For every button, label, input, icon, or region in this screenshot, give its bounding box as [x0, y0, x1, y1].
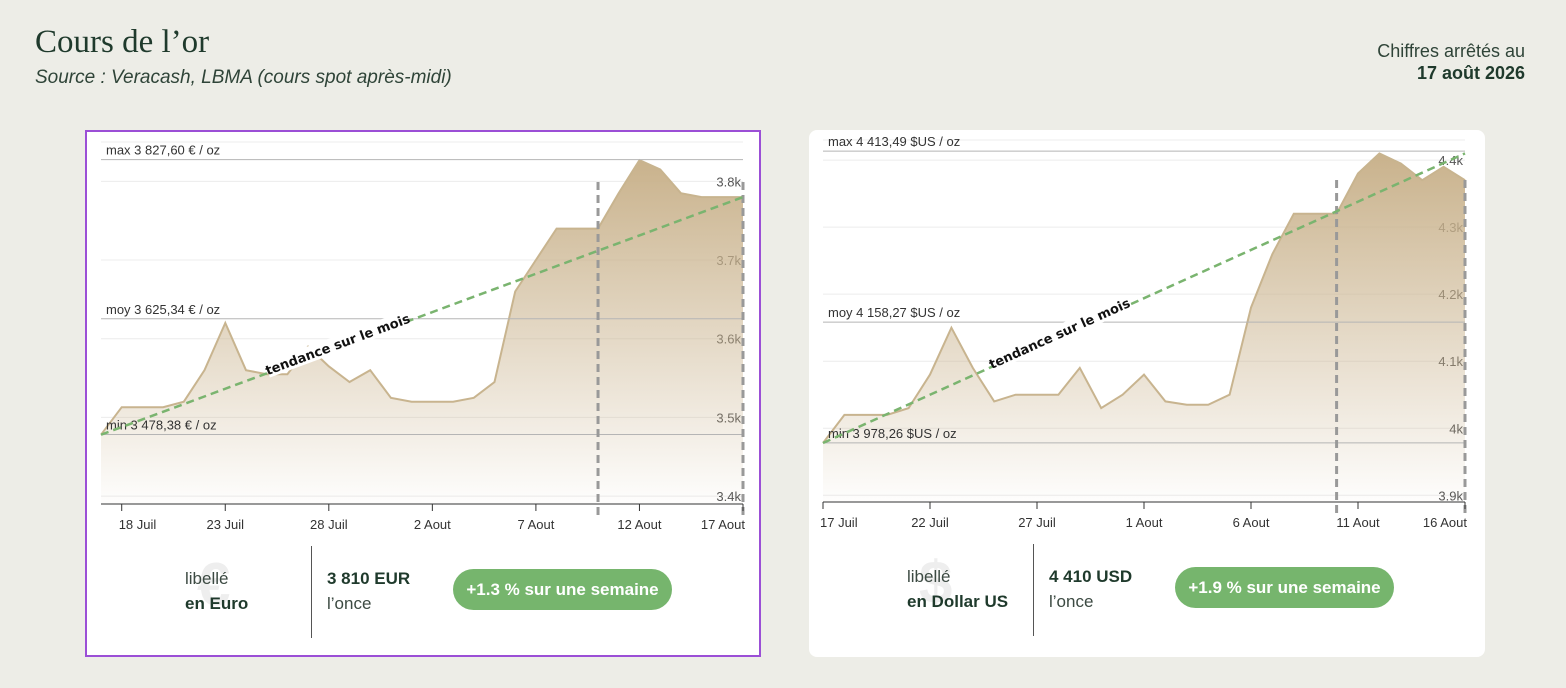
x-tick-label: 22 Juil: [911, 515, 949, 530]
page-title: Cours de l’or: [35, 24, 210, 60]
footer-label: libellé en Euro: [185, 566, 248, 616]
footer-price: 4 410 USD: [1049, 567, 1133, 586]
asof-label: Chiffres arrêtés au: [1377, 41, 1525, 61]
asof-block: Chiffres arrêtés au 17 août 2026: [1377, 40, 1525, 84]
x-tick-label: 28 Juil: [310, 517, 348, 532]
footer-label-2: en Euro: [185, 594, 249, 613]
reference-label: max 4 413,49 $US / oz: [828, 134, 960, 149]
price-line: [100, 158, 743, 436]
x-tick-label: 16 Aout: [1423, 515, 1467, 530]
x-tick-label: 2 Aout: [414, 517, 451, 532]
trend-line: [822, 152, 1466, 445]
trend-label-bg: [987, 294, 1131, 372]
footer-label: libellé en Dollar US: [907, 564, 1008, 614]
x-tick-label: 23 Juil: [206, 517, 244, 532]
x-tick-label: 11 Aout: [1336, 515, 1380, 530]
trend-label-bg: [264, 310, 411, 378]
y-tick-label: 4.4k: [1438, 153, 1463, 168]
footer-value: 4 410 USD l’once: [1049, 564, 1132, 614]
reference-label: min 3 478,38 € / oz: [106, 417, 217, 432]
x-tick-label: 7 Aout: [517, 517, 554, 532]
page-subtitle: Source : Veracash, LBMA (cours spot aprè…: [35, 67, 452, 88]
x-tick-label: 18 Juil: [119, 517, 157, 532]
footer-price: 3 810 EUR: [327, 569, 411, 588]
price-area: [823, 153, 1465, 502]
reference-label: moy 3 625,34 € / oz: [106, 302, 220, 317]
x-tick-label: 1 Aout: [1126, 515, 1163, 530]
footer-label-2: en Dollar US: [907, 592, 1009, 611]
footer-unit: l’once: [1049, 592, 1094, 611]
footer-divider: [1033, 544, 1034, 636]
footer-value: 3 810 EUR l’once: [327, 566, 410, 616]
price-area: [101, 160, 743, 504]
weekly-change-badge: +1.9 % sur une semaine: [1175, 567, 1394, 608]
x-tick-label: 17 Aout: [701, 517, 745, 532]
reference-label: max 3 827,60 € / oz: [106, 143, 220, 158]
price-line: [822, 152, 1466, 444]
y-tick-label: 3.8k: [716, 174, 741, 189]
footer-unit: l’once: [327, 594, 372, 613]
footer-divider: [311, 546, 312, 638]
x-tick-label: 27 Juil: [1018, 515, 1056, 530]
reference-label: min 3 978,26 $US / oz: [828, 426, 957, 441]
x-tick-label: 6 Aout: [1233, 515, 1270, 530]
dollar-symbol-icon: $: [919, 549, 953, 616]
trend-line: [100, 195, 744, 436]
trend-label: tendance sur le mois: [264, 312, 413, 379]
footer-label-1: libellé: [185, 569, 229, 588]
euro-symbol-icon: €: [197, 551, 231, 618]
asof-date: 17 août 2026: [1416, 63, 1525, 83]
x-tick-label: 17 Juil: [820, 515, 858, 530]
weekly-change-badge: +1.3 % sur une semaine: [453, 569, 672, 610]
reference-label: moy 4 158,27 $US / oz: [828, 305, 960, 320]
footer-label-1: libellé: [907, 567, 951, 586]
x-tick-label: 12 Aout: [617, 517, 661, 532]
